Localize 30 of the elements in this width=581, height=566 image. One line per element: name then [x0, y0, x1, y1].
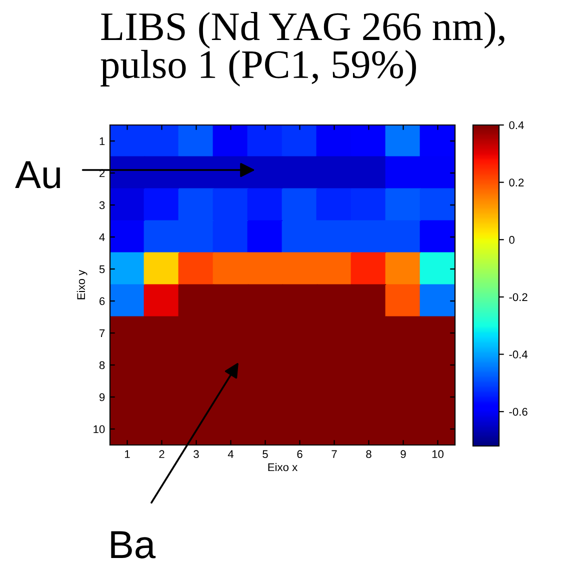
color-bar-label: -0.2 — [509, 293, 528, 302]
chart-title: LIBS (Nd YAG 266 nm), pulso 1 (PC1, 59%) — [100, 12, 504, 86]
x-tick-label: 5 — [262, 450, 268, 458]
y-tick-label: 5 — [99, 265, 105, 274]
x-tick-label: 10 — [432, 450, 444, 458]
text: Ba — [111, 531, 156, 558]
x-tick-label: 7 — [332, 450, 337, 458]
y-tick-label: 8 — [99, 361, 105, 370]
y-tick-label: 1 — [100, 137, 105, 146]
color-bar-label: 0.2 — [509, 178, 524, 186]
x-axis-title: Eixo x — [268, 462, 298, 472]
y-tick-label: 7 — [100, 329, 105, 338]
color-bar-label: 0.4 — [509, 121, 524, 130]
color-bar-label: 0 — [509, 236, 514, 244]
x-tick-label: 3 — [194, 450, 199, 458]
y-tick-label: 3 — [99, 201, 105, 210]
text: Au — [15, 161, 60, 188]
y-tick-label: 4 — [99, 233, 105, 242]
color-bar-label: -0.4 — [509, 350, 528, 358]
x-tick-label: 4 — [228, 450, 234, 458]
color-bar-label: -0.6 — [509, 408, 528, 416]
x-tick-label: 9 — [400, 450, 406, 458]
x-tick-label: 6 — [297, 450, 302, 458]
y-tick-label: 6 — [100, 297, 105, 306]
y-tick-label: 9 — [99, 393, 105, 402]
x-tick-label: 8 — [366, 450, 372, 458]
y-tick-label: 10 — [94, 425, 105, 434]
x-tick-label: 1 — [125, 450, 130, 458]
y-axis-title: Eixo y — [76, 270, 88, 300]
x-tick-label: 2 — [159, 450, 164, 458]
